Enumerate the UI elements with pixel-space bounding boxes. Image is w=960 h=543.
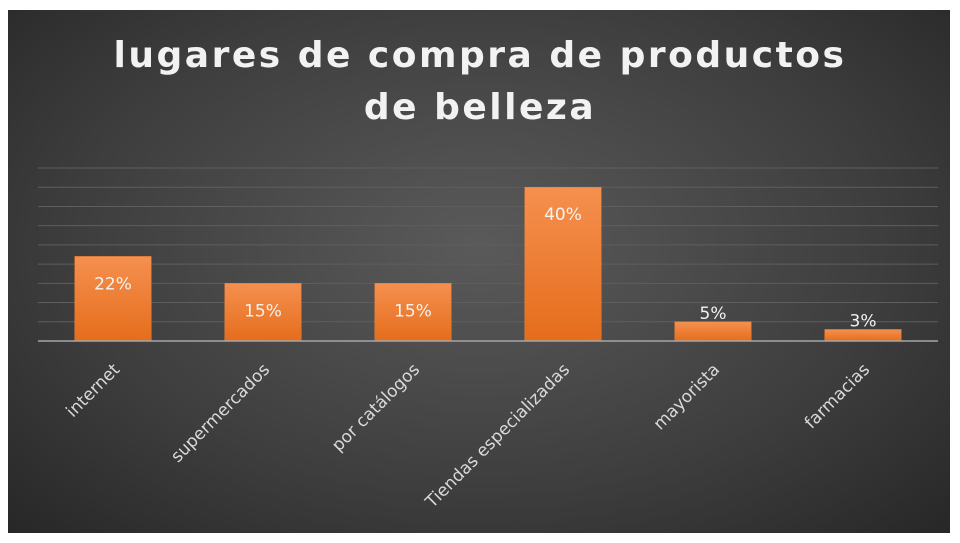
data-label: 22% — [94, 274, 132, 294]
x-tick-label: por catálogos — [328, 360, 424, 456]
x-tick-label: mayorista — [650, 360, 724, 434]
data-label: 3% — [850, 311, 877, 331]
bar — [674, 321, 752, 342]
chart-area — [8, 10, 950, 533]
x-tick-label: farmacias — [801, 360, 874, 433]
data-label: 15% — [394, 301, 432, 321]
x-tick-label: Tiendas especializadas — [421, 360, 574, 513]
data-label: 5% — [700, 304, 727, 324]
bar — [74, 256, 152, 342]
bar — [224, 283, 302, 342]
bar — [374, 283, 452, 342]
bar — [524, 186, 602, 342]
x-tick-label: internet — [62, 360, 124, 422]
chart-title: lugares de compra de productos de bellez… — [113, 35, 847, 128]
data-label: 15% — [244, 301, 282, 321]
x-tick-label: supermercados — [167, 360, 274, 467]
data-label: 40% — [544, 205, 582, 225]
